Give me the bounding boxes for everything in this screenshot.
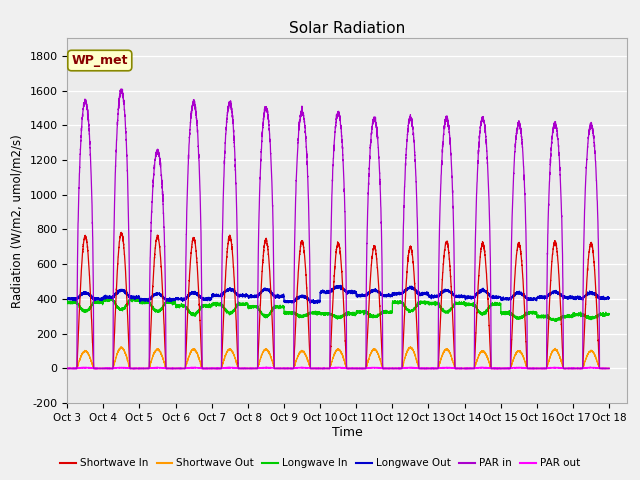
- Y-axis label: Radiation (W/m2, umol/m2/s): Radiation (W/m2, umol/m2/s): [11, 134, 24, 308]
- Text: WP_met: WP_met: [72, 54, 128, 67]
- Legend: Shortwave In, Shortwave Out, Longwave In, Longwave Out, PAR in, PAR out: Shortwave In, Shortwave Out, Longwave In…: [56, 454, 584, 472]
- X-axis label: Time: Time: [332, 426, 363, 439]
- Title: Solar Radiation: Solar Radiation: [289, 21, 405, 36]
